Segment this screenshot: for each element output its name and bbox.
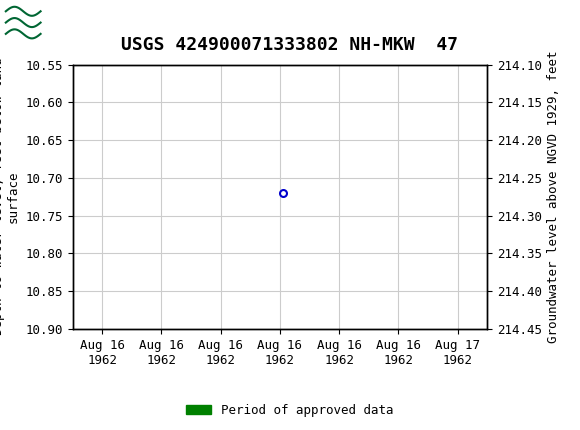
Text: USGS: USGS [44, 12, 107, 33]
Legend: Period of approved data: Period of approved data [181, 399, 399, 421]
FancyBboxPatch shape [6, 3, 81, 42]
Y-axis label: Depth to water level, feet below land
surface: Depth to water level, feet below land su… [0, 58, 20, 335]
Text: USGS 424900071333802 NH-MKW  47: USGS 424900071333802 NH-MKW 47 [121, 36, 459, 54]
Y-axis label: Groundwater level above NGVD 1929, feet: Groundwater level above NGVD 1929, feet [548, 50, 560, 343]
